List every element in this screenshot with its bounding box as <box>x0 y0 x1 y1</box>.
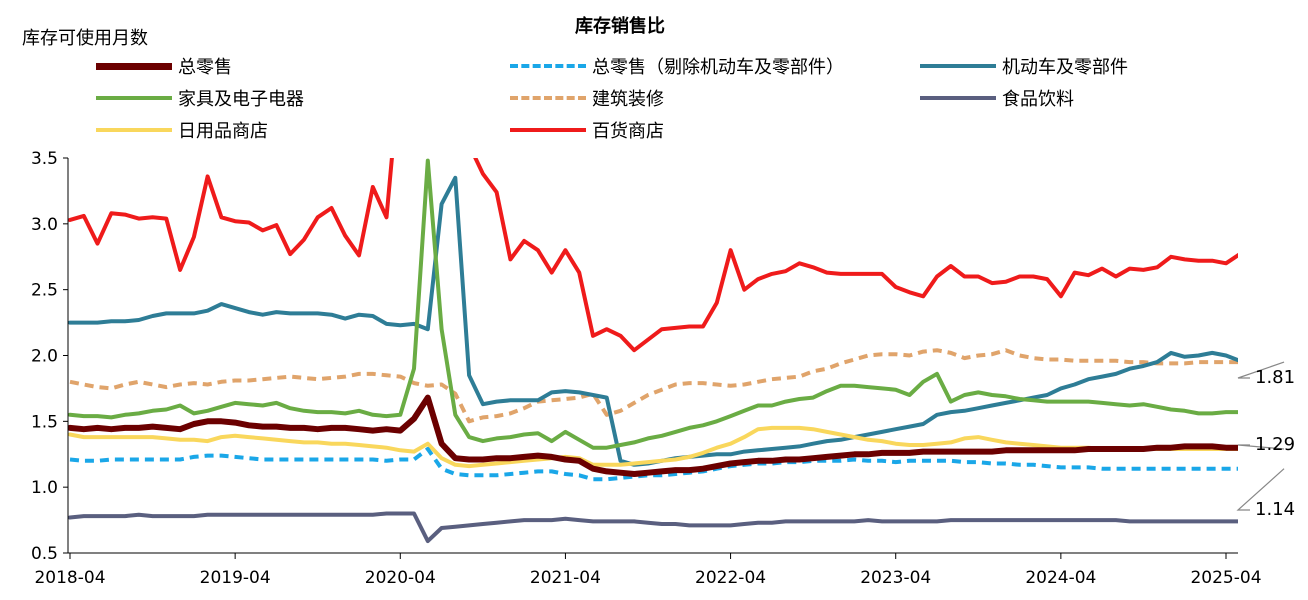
legend-item-building-materials: 建筑装修 <box>510 85 664 111</box>
y-tick-label: 1.5 <box>31 412 58 432</box>
legend-label: 食品饮料 <box>1002 89 1074 110</box>
legend-label: 建筑装修 <box>592 89 664 110</box>
end-label-layer <box>1236 361 1285 511</box>
legend-swatch <box>920 96 996 100</box>
end-label-leader <box>1236 468 1285 511</box>
series-line-3 <box>68 158 1238 450</box>
legend-label: 机动车及零部件 <box>1002 57 1128 78</box>
x-tick-label: 2023-04 <box>860 568 931 588</box>
series-line-4 <box>69 348 1238 424</box>
legend-label: 总零售 <box>178 57 232 78</box>
legend-item-retail-ex-auto: 总零售（剔除机动车及零部件） <box>510 53 844 79</box>
legend-label: 日用品商店 <box>178 121 268 142</box>
end-label-retail-ex-auto: 1.14 <box>1255 499 1296 520</box>
x-tick-label: 2022-04 <box>695 568 766 588</box>
x-tick-label: 2025-04 <box>1190 568 1261 588</box>
series-line-5 <box>68 511 1238 544</box>
x-tick-label: 2020-04 <box>365 568 436 588</box>
y-tick-label: 3.5 <box>31 149 58 169</box>
series-line-2 <box>68 175 1238 467</box>
legend-item-household-stores: 日用品商店 <box>96 117 268 143</box>
axis-layer: 0.5 1.0 1.5 2.0 2.5 3.0 3.5 2018-04 2019-04 2020-… <box>31 149 1262 588</box>
end-label-leader <box>1237 444 1285 450</box>
series-layer <box>68 158 1238 544</box>
legend-item-auto-parts: 机动车及零部件 <box>920 53 1128 79</box>
legend-swatch <box>510 96 586 100</box>
legend-item-food-beverage: 食品饮料 <box>920 85 1074 111</box>
legend-swatch <box>920 64 996 68</box>
legend-item-total-retail: 总零售 <box>96 53 232 79</box>
legend-swatch <box>96 128 172 132</box>
x-tick-label: 2021-04 <box>530 568 601 588</box>
end-label-total-retail: 1.29 <box>1255 434 1296 455</box>
y-axis-label: 库存可使用月数 <box>22 28 148 49</box>
x-tick-label: 2024-04 <box>1025 568 1096 588</box>
series-line-0 <box>68 394 1238 477</box>
legend-swatch <box>510 64 586 68</box>
y-tick-label: 0.5 <box>31 544 58 564</box>
legend-item-furniture-electronics: 家具及电子电器 <box>96 85 304 111</box>
x-tick-label: 2019-04 <box>200 568 271 588</box>
series-line-1 <box>69 447 1238 482</box>
y-tick-label: 2.5 <box>31 281 58 301</box>
series-line-7 <box>68 158 1238 353</box>
legend-item-department-stores: 百货商店 <box>510 117 664 143</box>
end-label-leader <box>1237 361 1285 379</box>
legend-swatch <box>510 128 586 132</box>
legend-label: 家具及电子电器 <box>178 89 304 110</box>
end-label-auto-parts: 1.81 <box>1255 367 1296 388</box>
legend-label: 百货商店 <box>592 121 664 142</box>
y-tick-label: 2.0 <box>31 347 58 367</box>
chart-title: 库存销售比 <box>575 16 665 37</box>
legend-swatch <box>96 96 172 100</box>
y-tick-label: 1.0 <box>31 478 58 498</box>
x-tick-label: 2018-04 <box>34 568 105 588</box>
y-tick-label: 3.0 <box>31 215 58 235</box>
legend-swatch <box>96 62 172 70</box>
legend-label: 总零售（剔除机动车及零部件） <box>592 57 844 78</box>
